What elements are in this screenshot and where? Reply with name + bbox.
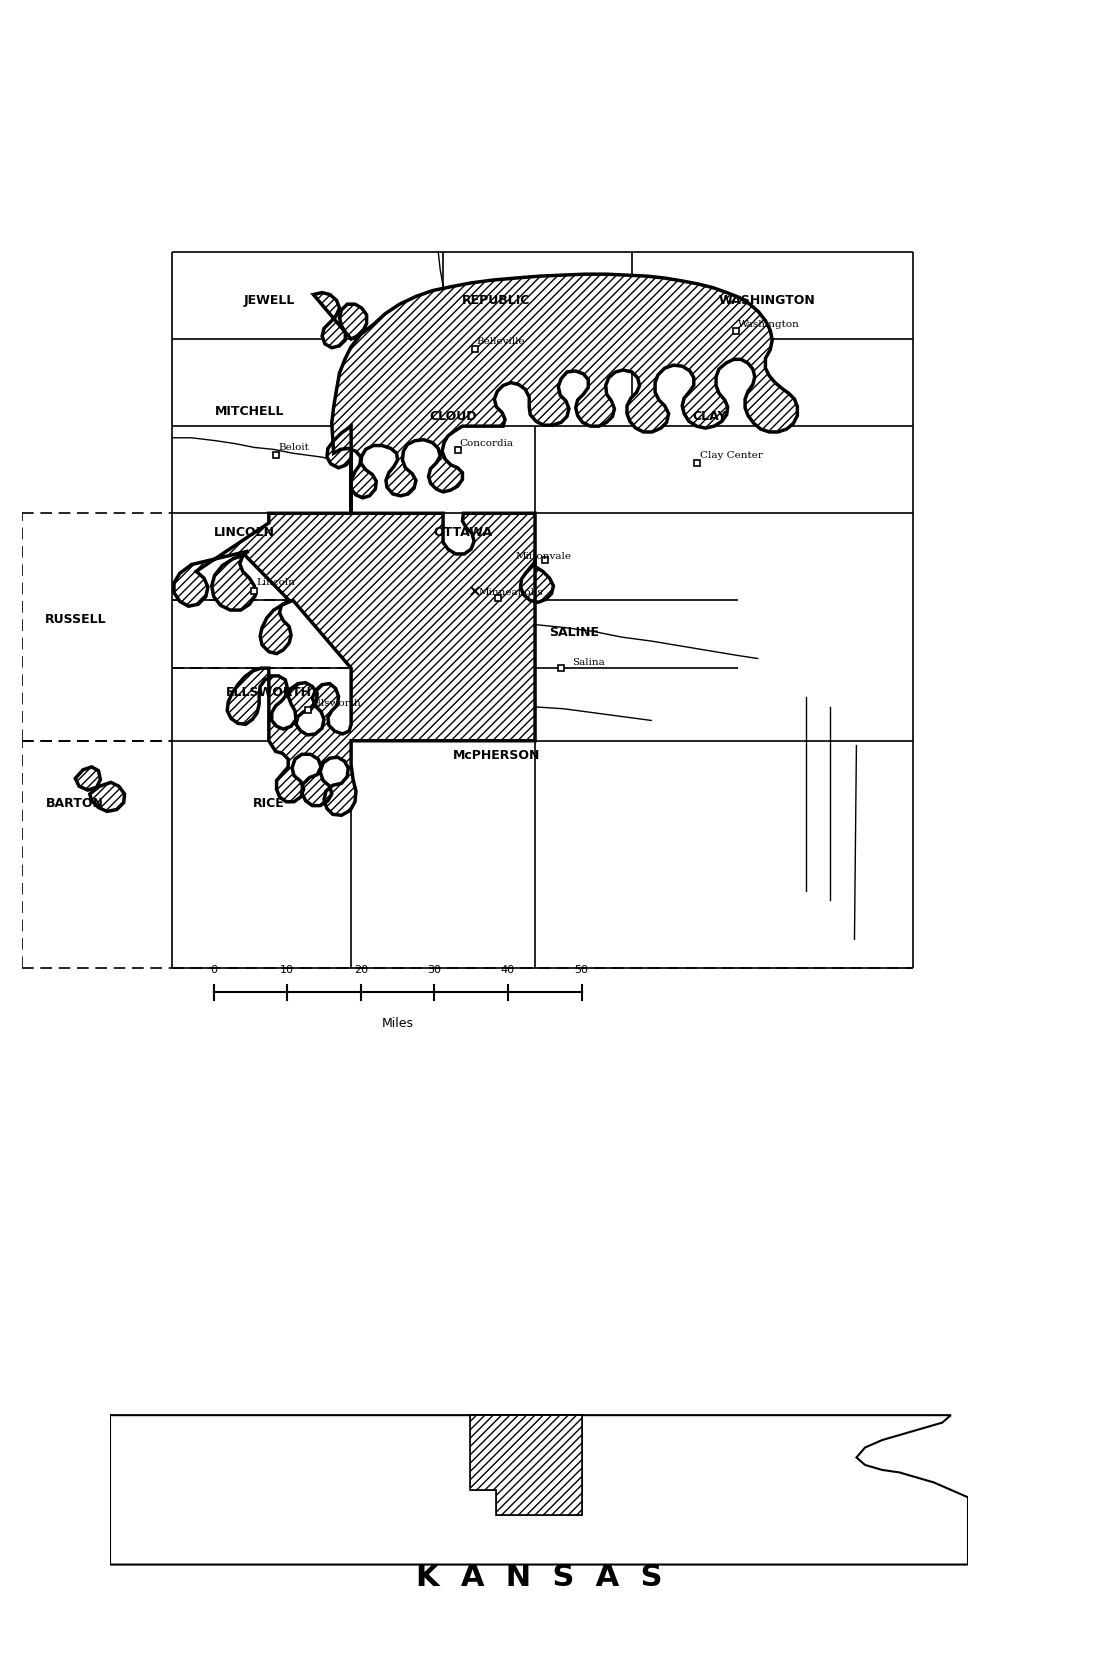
Text: OTTAWA: OTTAWA	[433, 526, 492, 540]
Text: Miltonvale: Miltonvale	[516, 553, 572, 561]
Text: Lincoln: Lincoln	[256, 578, 295, 588]
Text: Beloit: Beloit	[278, 443, 309, 452]
Polygon shape	[75, 767, 100, 790]
Polygon shape	[471, 1414, 582, 1514]
Polygon shape	[90, 782, 124, 812]
Polygon shape	[110, 1414, 968, 1564]
Text: McPHERSON: McPHERSON	[452, 749, 540, 762]
Text: LINCOLN: LINCOLN	[214, 526, 275, 540]
Text: WASHINGTON: WASHINGTON	[719, 294, 816, 307]
Polygon shape	[314, 274, 798, 498]
Text: MITCHELL: MITCHELL	[214, 405, 284, 418]
Text: Miles: Miles	[382, 1016, 414, 1029]
Text: ELLSWORTH: ELLSWORTH	[226, 686, 311, 699]
Text: RUSSELL: RUSSELL	[44, 613, 106, 626]
Text: Concordia: Concordia	[460, 440, 514, 448]
Text: REPUBLIC: REPUBLIC	[462, 294, 530, 307]
Text: 0: 0	[210, 964, 217, 974]
Text: 20: 20	[354, 964, 367, 974]
Text: CLAY: CLAY	[692, 410, 726, 423]
Text: RICE: RICE	[253, 797, 285, 810]
Text: Belleville: Belleville	[477, 337, 526, 347]
Text: Salina: Salina	[572, 657, 605, 667]
Text: 10: 10	[280, 964, 294, 974]
Text: CLOUD: CLOUD	[429, 410, 476, 423]
Text: Washington: Washington	[738, 320, 800, 329]
Text: BARTON: BARTON	[46, 797, 104, 810]
Text: 30: 30	[428, 964, 441, 974]
Text: 50: 50	[574, 964, 589, 974]
Text: Ellsworth: Ellsworth	[310, 699, 361, 707]
Text: K  A  N  S  A  S: K A N S A S	[416, 1562, 662, 1592]
Text: SALINE: SALINE	[549, 626, 598, 639]
Text: Clay Center: Clay Center	[700, 452, 762, 460]
Text: JEWELL: JEWELL	[243, 294, 295, 307]
Text: 40: 40	[500, 964, 515, 974]
Text: Minneapolis: Minneapolis	[478, 588, 543, 598]
Polygon shape	[174, 427, 553, 815]
